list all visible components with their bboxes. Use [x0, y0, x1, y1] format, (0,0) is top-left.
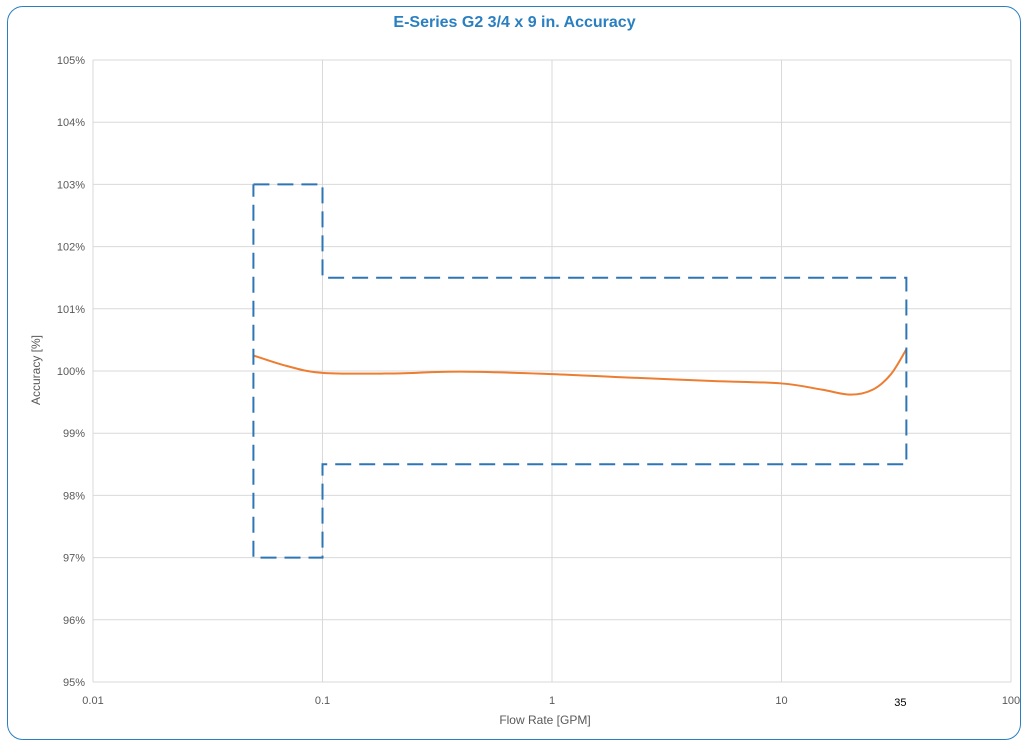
y-tick-label: 97%	[63, 553, 85, 565]
x-axis-label: Flow Rate [GPM]	[499, 713, 590, 727]
y-tick-label: 102%	[57, 242, 85, 254]
y-tick-label: 95%	[63, 677, 85, 689]
y-tick-label: 96%	[63, 615, 85, 627]
y-tick-label: 104%	[57, 117, 85, 129]
y-axis-label: Accuracy [%]	[29, 335, 43, 405]
y-tick-label: 98%	[63, 490, 85, 502]
chart-title: E-Series G2 3/4 x 9 in. Accuracy	[393, 14, 636, 31]
x-tick-label: 0.01	[82, 695, 103, 707]
y-tick-label: 101%	[57, 304, 85, 316]
x-tick-label: 10	[775, 695, 787, 707]
x-tick-label: 0.1	[315, 695, 330, 707]
x-tick-label-extra: 35	[894, 697, 906, 709]
y-tick-label: 105%	[57, 55, 85, 67]
x-tick-label: 100	[1002, 695, 1020, 707]
y-tick-label: 99%	[63, 428, 85, 440]
accuracy-curve	[253, 348, 908, 396]
accuracy-limit-envelope	[252, 183, 908, 559]
y-tick-label: 100%	[57, 366, 85, 378]
x-tick-label: 1	[549, 695, 555, 707]
y-tick-label: 103%	[57, 179, 85, 191]
